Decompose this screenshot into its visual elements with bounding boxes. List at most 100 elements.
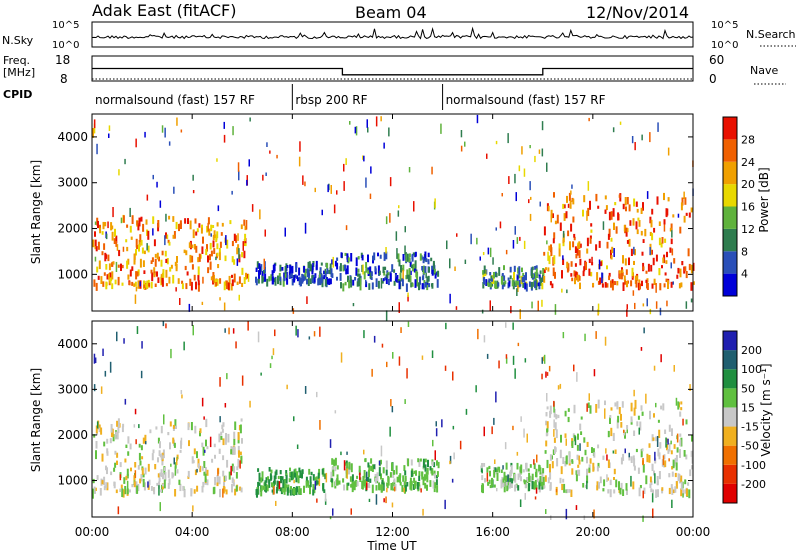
velocity-cell	[115, 489, 118, 494]
power-cell	[601, 272, 603, 284]
power-cell	[460, 130, 463, 138]
power-cell	[261, 275, 264, 284]
power-cell	[667, 147, 670, 156]
power-cell	[389, 213, 391, 223]
velocity-cell	[564, 410, 567, 417]
power-cell	[663, 192, 665, 201]
power-cell	[137, 223, 140, 231]
power-cell	[216, 243, 219, 250]
velocity-cell	[393, 470, 395, 475]
power-cell	[139, 234, 142, 243]
power-cell	[543, 275, 546, 283]
power-cell	[191, 244, 194, 249]
velocity-cell	[502, 478, 505, 485]
power-cell	[485, 279, 488, 286]
velocity-cell	[112, 434, 115, 442]
power-cell	[645, 279, 648, 283]
power-cell	[380, 278, 383, 289]
velocity-cell	[157, 457, 159, 463]
power-cell	[323, 270, 326, 275]
power-cell	[670, 223, 673, 231]
power-cell	[642, 202, 644, 211]
power-cell	[181, 283, 184, 290]
velocity-cell	[225, 489, 228, 495]
power-cell	[185, 250, 188, 256]
power-cell	[167, 239, 170, 244]
power-cell	[92, 239, 95, 248]
velocity-cell	[314, 480, 317, 490]
power-cell	[626, 304, 628, 310]
velocity-cell	[418, 484, 421, 491]
power-cell	[632, 218, 635, 226]
velocity-cell	[141, 467, 144, 475]
power-cell	[397, 253, 400, 263]
velocity-cell	[662, 455, 665, 466]
velocity-cell	[406, 368, 408, 379]
velocity-cell	[546, 428, 549, 432]
power-cell	[659, 283, 662, 291]
power-cell	[658, 237, 661, 246]
power-cell	[428, 283, 431, 288]
velocity-cell	[179, 449, 182, 453]
power-cell	[405, 283, 408, 292]
power-cell	[150, 269, 153, 274]
velocity-cell	[375, 494, 378, 505]
power-cell	[312, 261, 315, 265]
power-cell	[476, 114, 479, 124]
power-cell	[136, 271, 139, 277]
power-cell	[434, 272, 437, 279]
power-cell	[622, 203, 625, 210]
power-cell	[436, 279, 439, 288]
velocity-cell	[403, 487, 405, 493]
power-cell	[434, 198, 436, 208]
velocity-cell	[127, 451, 130, 456]
velocity-cell	[94, 357, 97, 363]
power-cell	[655, 254, 658, 262]
velocity-cell	[120, 484, 123, 489]
power-cell	[146, 194, 149, 201]
velocity-cell	[671, 499, 673, 508]
power-cell	[238, 170, 240, 181]
velocity-cell	[212, 487, 215, 495]
power-cell	[271, 276, 274, 285]
power-colorbar-swatch	[723, 273, 737, 296]
power-cell	[154, 283, 157, 287]
velocity-cell	[98, 425, 101, 433]
power-cell	[306, 278, 308, 285]
velocity-cell	[389, 426, 391, 437]
power-cell	[118, 249, 121, 257]
velocity-cell	[641, 448, 644, 452]
power-cell	[189, 220, 192, 230]
power-cell	[165, 232, 167, 239]
velocity-cell	[239, 451, 242, 456]
power-cell	[135, 238, 138, 248]
power-cell	[195, 281, 197, 290]
velocity-cell	[257, 331, 260, 343]
velocity-cell	[549, 454, 552, 461]
power-cell	[136, 245, 138, 250]
velocity-cell	[277, 475, 280, 480]
power-cell	[255, 276, 257, 283]
velocity-cell	[375, 485, 378, 491]
velocity-cell	[422, 476, 425, 486]
velocity-cell	[202, 481, 205, 488]
power-cell	[263, 269, 265, 274]
velocity-cell	[136, 326, 139, 334]
velocity-cell	[393, 478, 396, 483]
velocity-cell	[574, 436, 577, 446]
power-cell	[179, 220, 182, 229]
velocity-cell	[144, 434, 147, 444]
power-cell	[574, 263, 577, 267]
power-cell	[146, 243, 148, 251]
power-cell	[189, 240, 192, 250]
power-cell	[401, 278, 403, 282]
velocity-cell	[173, 442, 176, 448]
power-cell	[650, 249, 653, 255]
velocity-cell	[258, 478, 261, 482]
power-cell	[620, 270, 623, 280]
velocity-cell	[309, 486, 311, 495]
power-cell	[424, 281, 427, 288]
power-cell	[238, 276, 241, 284]
velocity-cell	[182, 485, 185, 491]
velocity-cell	[593, 369, 596, 377]
